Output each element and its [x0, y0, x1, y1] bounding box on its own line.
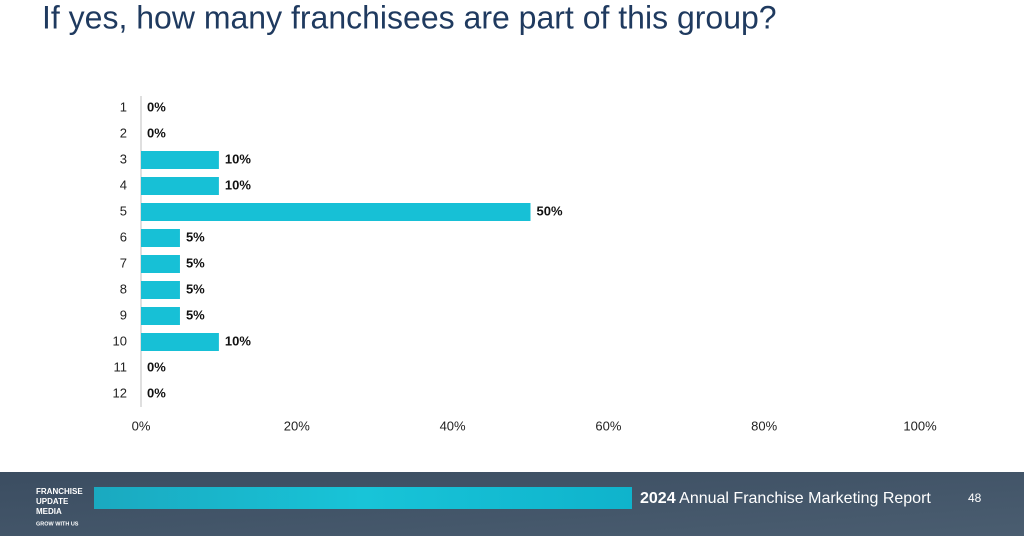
value-label: 50%: [537, 203, 563, 218]
value-label: 10%: [225, 151, 251, 166]
logo-line: FRANCHISE: [36, 487, 83, 496]
x-tick-label: 80%: [751, 418, 777, 433]
logo-line: UPDATE: [36, 497, 69, 506]
value-label: 10%: [225, 333, 251, 348]
value-label: 0%: [147, 99, 166, 114]
x-tick-label: 20%: [284, 418, 310, 433]
value-label: 0%: [147, 125, 166, 140]
x-tick-label: 100%: [903, 418, 937, 433]
y-tick-label: 10: [113, 333, 127, 348]
bar: [141, 307, 180, 325]
bar: [141, 151, 219, 169]
value-label: 10%: [225, 177, 251, 192]
y-tick-label: 6: [120, 229, 127, 244]
y-tick-label: 8: [120, 281, 127, 296]
x-tick-label: 0%: [132, 418, 151, 433]
y-tick-label: 7: [120, 255, 127, 270]
footer-bar: [94, 487, 632, 509]
chart-title: If yes, how many franchisees are part of…: [42, 0, 777, 35]
plot: 0% 20% 40% 60% 80% 100%1 0%2 0%3 10%4 10%5 50%6 5%7…: [113, 99, 938, 433]
y-tick-label: 5: [120, 203, 127, 218]
y-tick-label: 3: [120, 151, 127, 166]
page-number: 48: [968, 491, 982, 505]
x-tick-label: 60%: [595, 418, 621, 433]
report-name: Annual Franchise Marketing Report: [679, 490, 931, 507]
value-label: 0%: [147, 359, 166, 374]
value-label: 5%: [186, 281, 205, 296]
y-tick-label: 4: [120, 177, 127, 192]
report-year: 2024: [640, 490, 676, 507]
logo-tagline: GROW WITH US: [36, 521, 79, 527]
report-title: 2024 Annual Franchise Marketing Report: [640, 490, 931, 507]
value-label: 5%: [186, 307, 205, 322]
x-tick-label: 40%: [440, 418, 466, 433]
bar: [141, 255, 180, 273]
y-tick-label: 1: [120, 99, 127, 114]
bar: [141, 333, 219, 351]
y-tick-label: 9: [120, 307, 127, 322]
bar: [141, 281, 180, 299]
bar: [141, 203, 531, 221]
y-tick-label: 2: [120, 125, 127, 140]
y-tick-label: 11: [114, 359, 128, 374]
bar: [141, 229, 180, 247]
bar: [141, 177, 219, 195]
value-label: 5%: [186, 229, 205, 244]
logo-line: MEDIA: [36, 507, 62, 516]
logo: FRANCHISE UPDATE MEDIA GROW WITH US: [36, 487, 83, 527]
value-label: 5%: [186, 255, 205, 270]
value-label: 0%: [147, 385, 166, 400]
y-tick-label: 12: [113, 385, 127, 400]
